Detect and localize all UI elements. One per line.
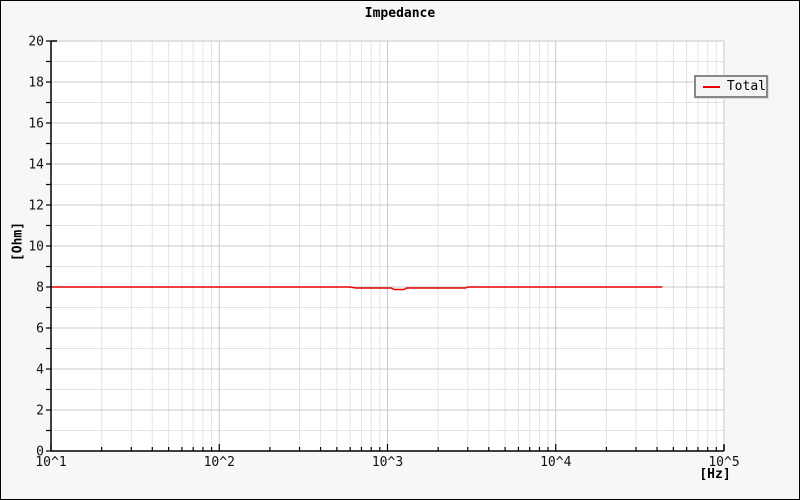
y-tick-label: 12 [28, 199, 44, 214]
legend: Total [694, 75, 768, 98]
y-tick-label: 14 [28, 158, 44, 173]
y-tick-label: 4 [36, 363, 44, 378]
x-tick-label: 10^5 [708, 455, 739, 470]
y-tick-label: 16 [28, 117, 44, 132]
y-tick-label: 2 [36, 404, 44, 419]
x-axis-unit-label: [Hz] [699, 467, 731, 482]
series [51, 286, 663, 291]
legend-entry-total: Total [726, 79, 766, 94]
y-tick-label: 0 [36, 445, 44, 460]
y-axis-unit-label: [Ohm] [10, 221, 26, 262]
y-tick-label: 8 [36, 281, 44, 296]
tick-labels: 0 2 4 6 8 10 12 14 16 18 20 10^1 10^2 10^3 10^4 10^5 [28, 35, 739, 471]
legend-line-swatch-icon [703, 85, 720, 88]
y-tick-label: 10 [28, 240, 44, 255]
x-tick-label: 10^2 [204, 455, 235, 470]
x-tick-label: 10^4 [540, 455, 571, 470]
x-tick-label: 10^3 [372, 455, 403, 470]
y-tick-label: 6 [36, 322, 44, 337]
chart-title: Impedance [364, 6, 436, 21]
ticks [46, 40, 725, 452]
x-tick-label: 10^1 [35, 455, 66, 470]
y-tick-label: 20 [28, 35, 44, 50]
y-tick-label: 18 [28, 76, 44, 91]
series-line-total [51, 286, 663, 291]
